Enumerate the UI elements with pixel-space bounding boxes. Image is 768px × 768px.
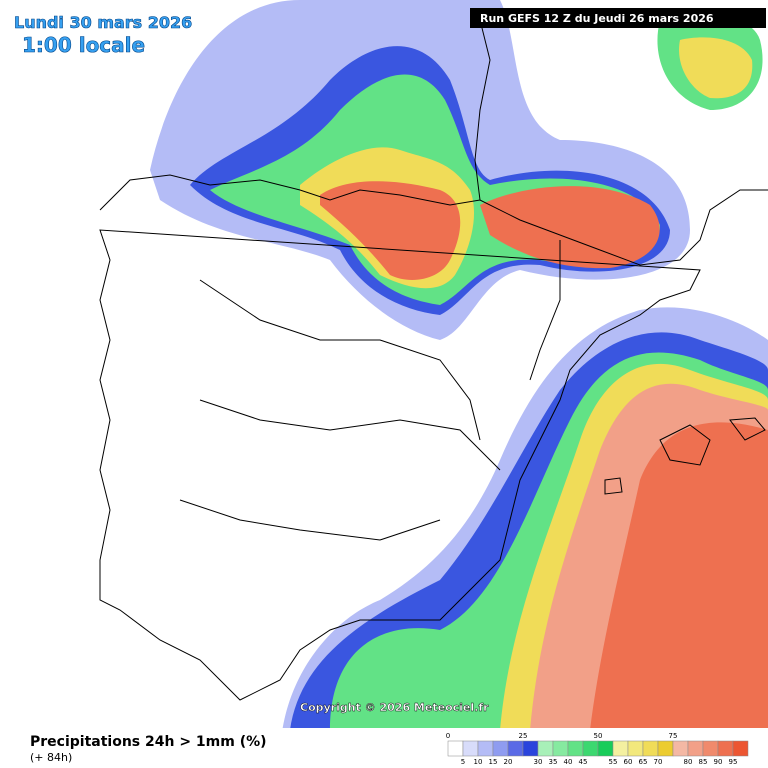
legend-swatch [477, 740, 494, 757]
legend-swatch [597, 740, 614, 757]
legend-title: Precipitations 24h > 1mm (%) [30, 734, 267, 750]
legend-swatch [462, 740, 479, 757]
legend-swatch [567, 740, 584, 757]
legend-subtitle: (+ 84h) [30, 751, 72, 764]
legend-swatch [537, 740, 554, 757]
legend-bottom-label: 5 [461, 758, 465, 766]
copyright: Copyright © 2026 Meteociel.fr [300, 701, 489, 714]
legend-bottom-label: 60 [624, 758, 633, 766]
legend-swatch [522, 740, 539, 757]
legend-swatch [552, 740, 569, 757]
legend-bottom-label: 80 [684, 758, 693, 766]
legend-bottom-label: 20 [504, 758, 513, 766]
run-bar [470, 8, 766, 28]
legend-top-label: 75 [669, 732, 678, 740]
legend-swatch [732, 740, 749, 757]
precip-north [150, 0, 763, 340]
legend-top-label: 25 [519, 732, 528, 740]
time: 1:00 locale [22, 33, 145, 57]
legend-swatch [612, 740, 629, 757]
legend-bottom-label: 55 [609, 758, 618, 766]
legend-swatch [657, 740, 674, 757]
legend-swatch [507, 740, 524, 757]
legend-swatch [702, 740, 719, 757]
legend-bottom-label: 35 [549, 758, 558, 766]
legend-swatch [447, 740, 464, 757]
legend-bottom-label: 65 [639, 758, 648, 766]
date: Lundi 30 mars 2026 [14, 13, 192, 32]
legend-top-label: 50 [594, 732, 603, 740]
legend-bottom-label: 40 [564, 758, 573, 766]
legend-bottom-label: 85 [699, 758, 708, 766]
legend: 0 25 50 75 5 10 15 20 30 35 40 45 55 60 65 70 80 85 90 95 [446, 732, 749, 766]
legend-bottom-label: 70 [654, 758, 663, 766]
legend-swatch [717, 740, 734, 757]
run-info: Run GEFS 12 Z du Jeudi 26 mars 2026 [480, 12, 714, 25]
legend-bottom-label: 10 [474, 758, 483, 766]
legend-bottom-label: 15 [489, 758, 498, 766]
legend-swatch [642, 740, 659, 757]
legend-top-label: 0 [446, 732, 450, 740]
legend-bottom-label: 95 [729, 758, 738, 766]
legend-swatch [582, 740, 599, 757]
legend-bottom-label: 30 [534, 758, 543, 766]
legend-swatch [687, 740, 704, 757]
legend-bottom-label: 45 [579, 758, 588, 766]
legend-bottom-label: 90 [714, 758, 723, 766]
precip-east [280, 307, 768, 760]
legend-swatch [492, 740, 509, 757]
legend-swatch [627, 740, 644, 757]
legend-swatch [672, 740, 689, 757]
coastline [99, 19, 768, 701]
